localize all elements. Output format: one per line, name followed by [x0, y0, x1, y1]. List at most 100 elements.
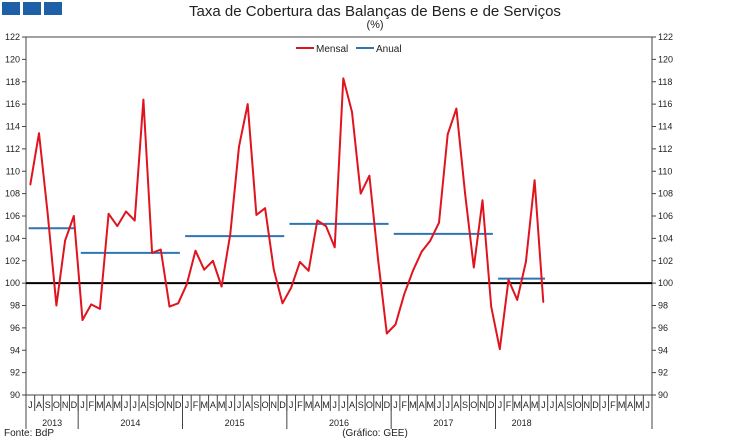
x-tick-label-month: N	[62, 400, 69, 410]
series-mensal-point	[125, 210, 127, 213]
series-mensal-point	[490, 305, 492, 308]
y-tick-label-right: 116	[658, 99, 672, 109]
series-mensal-point	[507, 278, 510, 281]
x-tick-label-year: 2015	[225, 418, 245, 428]
x-tick-label-month: J	[237, 400, 242, 410]
y-tick-label-left: 94	[10, 345, 20, 355]
series-mensal-point	[394, 323, 397, 326]
series-mensal-point	[359, 192, 362, 195]
series-mensal-point	[29, 183, 32, 186]
x-tick-label-month: S	[462, 400, 468, 410]
series-mensal-point	[64, 239, 66, 242]
series-mensal-point	[133, 219, 136, 222]
x-tick-label-month: F	[401, 400, 407, 410]
series-mensal-point	[325, 225, 327, 227]
x-tick-label-month: O	[262, 400, 269, 410]
series-mensal-point	[342, 77, 345, 80]
x-tick-label-month: J	[228, 400, 233, 410]
series-mensal-point	[368, 174, 371, 177]
x-tick-label-month: M	[200, 400, 208, 410]
series-mensal-point	[455, 107, 458, 110]
x-tick-label-month: S	[566, 400, 572, 410]
series-mensal-point	[73, 215, 75, 217]
y-tick-label-right: 94	[658, 345, 668, 355]
y-tick-label-left: 90	[10, 390, 20, 400]
y-tick-label-left: 120	[5, 54, 20, 64]
logo-square	[2, 2, 20, 15]
y-tick-label-right: 120	[658, 54, 673, 64]
x-tick-label-month: A	[349, 400, 355, 410]
series-mensal-line	[29, 77, 545, 351]
x-tick-label-month: D	[175, 400, 182, 410]
x-tick-label-month: N	[166, 400, 173, 410]
x-tick-label-month: M	[322, 400, 330, 410]
x-tick-label-month: F	[506, 400, 512, 410]
x-tick-label-month: N	[584, 400, 591, 410]
series-mensal-point	[177, 302, 179, 305]
x-tick-label-month: N	[375, 400, 382, 410]
series-mensal-point	[542, 301, 545, 303]
x-tick-label-month: S	[358, 400, 364, 410]
series-mensal-point	[55, 304, 58, 307]
legend-label-anual: Anual	[376, 44, 402, 55]
series-mensal-point	[307, 270, 310, 272]
x-tick-label-month: M	[218, 400, 226, 410]
x-tick-label-month: A	[419, 400, 425, 410]
x-tick-label-month: J	[185, 400, 190, 410]
y-tick-label-right: 112	[658, 144, 672, 154]
series-mensal-point	[46, 212, 49, 215]
x-tick-label-month: F	[88, 400, 94, 410]
x-tick-label-month: O	[366, 400, 373, 410]
x-tick-label-month: N	[271, 400, 278, 410]
y-tick-label-right: 122	[658, 32, 673, 42]
series-mensal-point	[351, 111, 353, 113]
x-tick-label-month: M	[618, 400, 626, 410]
y-tick-label-right: 92	[658, 368, 668, 378]
x-tick-label-month: J	[437, 400, 442, 410]
logo-square	[44, 2, 62, 15]
x-tick-label-month: M	[305, 400, 313, 410]
series-mensal-point	[533, 179, 536, 181]
series-mensal-point	[272, 268, 275, 271]
x-tick-label-month: F	[193, 400, 199, 410]
y-tick-label-left: 108	[5, 189, 20, 199]
y-tick-label-left: 98	[10, 301, 20, 311]
y-tick-label-left: 122	[5, 32, 20, 42]
x-tick-label-month: F	[297, 400, 303, 410]
series-mensal-point	[203, 268, 206, 271]
series-mensal-point	[446, 133, 449, 136]
x-tick-label-month: A	[558, 400, 564, 410]
x-tick-label-month: S	[253, 400, 259, 410]
series-mensal-point	[186, 283, 188, 286]
x-tick-label-month: O	[470, 400, 477, 410]
x-tick-label-month: A	[210, 400, 216, 410]
logo-square	[23, 2, 41, 15]
x-tick-label-month: J	[498, 400, 503, 410]
chart-title: Taxa de Cobertura das Balanças de Bens e…	[189, 3, 561, 20]
y-tick-label-right: 100	[658, 278, 673, 288]
y-tick-label-right: 90	[658, 390, 668, 400]
y-tick-label-right: 98	[658, 301, 668, 311]
x-tick-label-month: J	[393, 400, 398, 410]
x-tick-label-month: M	[513, 400, 521, 410]
series-mensal-point	[246, 103, 249, 105]
x-tick-label-year: 2014	[120, 418, 140, 428]
series-mensal-point	[472, 266, 475, 269]
series-mensal-point	[464, 192, 466, 195]
x-tick-label-month: N	[479, 400, 486, 410]
x-tick-label-month: D	[488, 400, 495, 410]
x-tick-label-month: J	[124, 400, 129, 410]
x-tick-label-month: M	[96, 400, 104, 410]
x-tick-label-month: A	[523, 400, 529, 410]
y-tick-label-right: 106	[658, 211, 673, 221]
x-tick-label-month: J	[550, 400, 555, 410]
series-mensal-point	[264, 207, 266, 209]
y-tick-label-left: 100	[5, 278, 20, 288]
series-mensal-point	[420, 251, 423, 253]
x-tick-label-month: D	[279, 400, 286, 410]
series-mensal-point	[194, 249, 197, 252]
source-note: Fonte: BdP	[4, 428, 55, 439]
x-tick-label-year: 2017	[433, 418, 453, 428]
x-tick-label-month: A	[453, 400, 459, 410]
